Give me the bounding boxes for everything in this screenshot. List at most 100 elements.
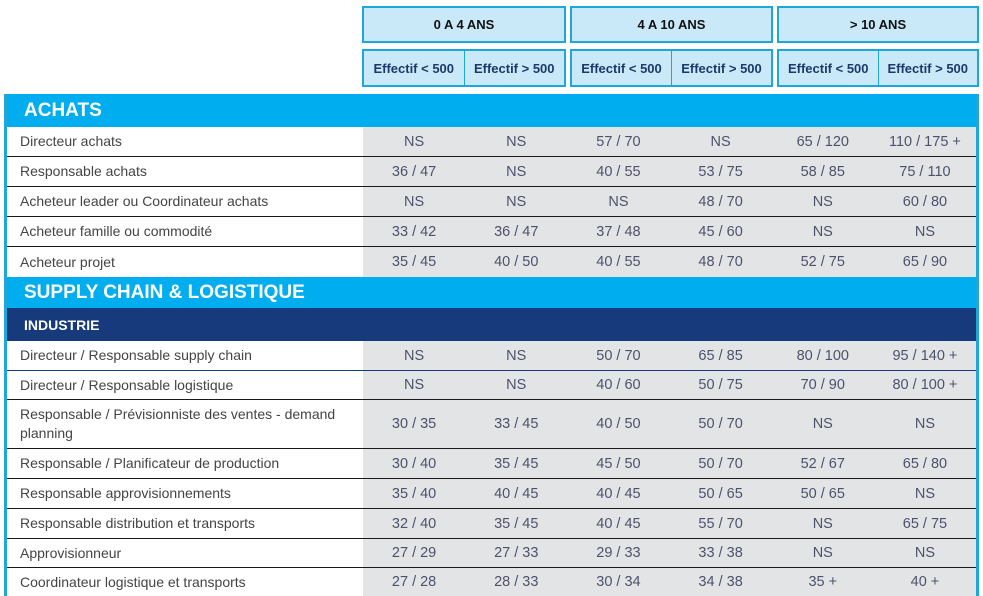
table-cell: 48 / 70 bbox=[698, 193, 743, 210]
table-row: Responsable / Planificateur de productio… bbox=[7, 449, 976, 479]
table-cell: 35 / 45 bbox=[391, 254, 437, 270]
row-label: Acheteur projet bbox=[7, 247, 363, 277]
table-cell: 80 / 100 bbox=[796, 347, 849, 364]
table-row: Coordinateur logistique et transports 27… bbox=[7, 568, 976, 596]
row-label: Acheteur leader ou Coordinateur achats bbox=[7, 187, 363, 216]
row-label: Responsable / Prévisionniste des ventes … bbox=[7, 400, 363, 448]
table-cell: 33 / 42 bbox=[391, 223, 437, 240]
table-cell: 29 / 33 bbox=[596, 545, 641, 561]
row-label: Coordinateur logistique et transports bbox=[7, 568, 363, 596]
row-label: Responsable achats bbox=[7, 157, 363, 186]
table-cell: 40 / 45 bbox=[494, 485, 539, 502]
column-group-0-4-ans: 0 A 4 ANS bbox=[362, 6, 566, 43]
column-group-4-10-ans: 4 A 10 ANS bbox=[570, 6, 773, 43]
table-cell: NS bbox=[812, 515, 833, 532]
table-cell: 36 / 47 bbox=[391, 163, 437, 180]
table-cell: 40 / 55 bbox=[596, 163, 641, 180]
table-row: Responsable approvisionnements 35 / 40 4… bbox=[7, 479, 976, 509]
table-cell: NS bbox=[404, 377, 425, 393]
table-cell: 35 + bbox=[808, 574, 838, 590]
table-cell: NS bbox=[812, 416, 833, 432]
table-cell: 37 / 48 bbox=[596, 223, 641, 240]
subheader-effectif-gt-500: Effectif > 500 bbox=[463, 51, 565, 85]
table-cell: 35 / 40 bbox=[391, 485, 437, 502]
row-label: Directeur achats bbox=[7, 127, 363, 156]
table-cell: 40 / 55 bbox=[596, 254, 641, 270]
table-cell: 65 / 90 bbox=[902, 254, 948, 270]
table-cell: 27 / 33 bbox=[494, 545, 539, 561]
table-row: Acheteur projet 35 / 45 40 / 50 40 / 55 … bbox=[7, 247, 976, 277]
column-group-10-plus-ans: > 10 ANS bbox=[777, 6, 979, 43]
table-cell: 40 / 45 bbox=[596, 485, 641, 502]
table-cell: NS bbox=[812, 223, 833, 240]
table-row: Directeur achats NS NS 57 / 70 NS 65 / 1… bbox=[7, 127, 976, 157]
table-cell: 45 / 50 bbox=[596, 455, 641, 472]
table-cell: 95 / 140 + bbox=[892, 347, 958, 364]
table-cell: 50 / 70 bbox=[596, 347, 641, 364]
table-cell: 33 / 38 bbox=[698, 545, 743, 561]
table-cell: 60 / 80 bbox=[902, 193, 948, 210]
table-cell: 55 / 70 bbox=[698, 515, 743, 532]
table-cell: 52 / 67 bbox=[800, 455, 845, 472]
table-cell: NS bbox=[914, 485, 936, 502]
salary-table: ACHATS Directeur achats NS NS 57 / 70 NS… bbox=[4, 94, 979, 596]
table-cell: NS bbox=[914, 223, 936, 240]
table-cell: 40 / 50 bbox=[494, 254, 539, 270]
table-cell: 40 / 45 bbox=[596, 515, 641, 532]
table-cell: 50 / 75 bbox=[698, 377, 743, 393]
table-row: Directeur / Responsable supply chain NS … bbox=[7, 341, 976, 371]
subheader-effectif-lt-500: Effectif < 500 bbox=[373, 60, 455, 76]
table-cell: 40 / 50 bbox=[596, 416, 641, 432]
table-cell: NS bbox=[812, 545, 833, 561]
row-label: Directeur / Responsable supply chain bbox=[7, 341, 363, 370]
table-cell: 57 / 70 bbox=[596, 133, 641, 150]
table-cell: 28 / 33 bbox=[494, 574, 539, 590]
table-cell: NS bbox=[506, 347, 527, 364]
table-cell: NS bbox=[914, 545, 936, 561]
table-cell: 34 / 38 bbox=[698, 574, 743, 590]
table-cell: NS bbox=[506, 377, 527, 393]
section-header-supply-chain: SUPPLY CHAIN & LOGISTIQUE bbox=[7, 277, 976, 308]
table-cell: 36 / 47 bbox=[494, 223, 539, 240]
table-cell: 65 / 85 bbox=[698, 347, 743, 364]
table-row: Responsable / Prévisionniste des ventes … bbox=[7, 400, 976, 449]
table-cell: 75 / 110 bbox=[899, 163, 951, 180]
row-label: Responsable distribution et transports bbox=[7, 509, 363, 538]
table-cell: 70 / 90 bbox=[800, 377, 845, 393]
table-cell: 35 / 45 bbox=[494, 515, 539, 532]
table-cell: 27 / 28 bbox=[391, 574, 437, 590]
table-cell: 50 / 70 bbox=[698, 455, 743, 472]
subheader-effectif-lt-500: Effectif < 500 bbox=[581, 60, 662, 76]
subheader-effectif-gt-500: Effectif > 500 bbox=[671, 51, 771, 85]
table-cell: 35 / 45 bbox=[494, 455, 539, 472]
table-cell: 33 / 45 bbox=[494, 416, 539, 432]
table-cell: 50 / 65 bbox=[698, 485, 743, 502]
table-cell: 65 / 80 bbox=[902, 455, 948, 472]
row-label: Responsable / Planificateur de productio… bbox=[7, 449, 363, 478]
table-cell: 45 / 60 bbox=[698, 223, 743, 240]
table-cell: 27 / 29 bbox=[391, 545, 437, 561]
table-cell: NS bbox=[812, 193, 833, 210]
table-cell: 40 / 60 bbox=[596, 377, 641, 393]
row-label: Responsable approvisionnements bbox=[7, 479, 363, 508]
table-cell: NS bbox=[914, 416, 936, 432]
table-cell: 65 / 120 bbox=[796, 133, 849, 150]
table-cell: 48 / 70 bbox=[698, 254, 743, 270]
table-cell: NS bbox=[710, 133, 731, 150]
table-cell: 30 / 35 bbox=[391, 416, 437, 432]
subheader-10-plus-ans: Effectif < 500 Effectif > 500 bbox=[777, 49, 979, 87]
table-cell: NS bbox=[506, 133, 527, 150]
table-cell: 80 / 100 + bbox=[892, 377, 958, 393]
table-cell: 40 + bbox=[910, 574, 940, 590]
row-label: Approvisionneur bbox=[7, 539, 363, 567]
table-cell: 32 / 40 bbox=[391, 515, 437, 532]
section-header-achats: ACHATS bbox=[7, 94, 976, 127]
subheader-4-10-ans: Effectif < 500 Effectif > 500 bbox=[570, 49, 773, 87]
table-cell: 30 / 40 bbox=[391, 455, 437, 472]
table-cell: 30 / 34 bbox=[596, 574, 641, 590]
table-cell: 53 / 75 bbox=[698, 163, 743, 180]
table-row: Responsable distribution et transports 3… bbox=[7, 509, 976, 539]
table-cell: NS bbox=[506, 163, 527, 180]
table-row: Acheteur leader ou Coordinateur achats N… bbox=[7, 187, 976, 217]
table-row: Acheteur famille ou commodité 33 / 42 36… bbox=[7, 217, 976, 247]
